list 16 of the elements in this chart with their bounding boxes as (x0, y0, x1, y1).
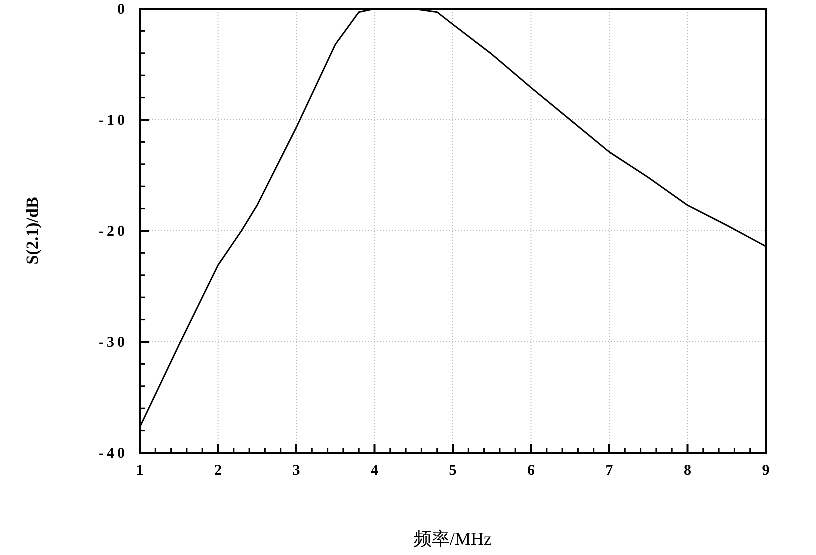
xtick: 6 (528, 463, 535, 479)
y-tick-label: -20 (99, 224, 128, 240)
xtick: 8 (684, 463, 692, 479)
x-axis-title: 频率/MHz (414, 529, 492, 549)
y-tick-label: 0 (118, 2, 128, 18)
xtick: 9 (762, 463, 770, 479)
y-axis-title: S(2.1)/dB (23, 197, 42, 265)
xtick: 3 (292, 463, 300, 479)
xtick: 1 (136, 463, 144, 479)
y-tick-label: -40 (99, 446, 128, 462)
xtick: 4 (371, 463, 378, 479)
xtick: 2 (214, 463, 222, 479)
y-tick-label: -30 (99, 335, 128, 351)
xtick: 5 (449, 463, 457, 479)
y-tick-label: -10 (99, 113, 128, 129)
xtick: 7 (606, 463, 614, 479)
